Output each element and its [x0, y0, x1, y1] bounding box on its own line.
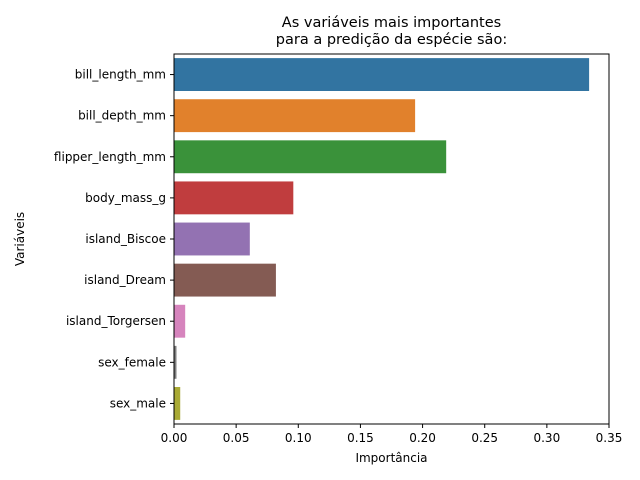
y-tick-label: sex_female	[98, 355, 166, 369]
bar-island-Biscoe	[174, 222, 250, 256]
y-tick-label: island_Torgersen	[66, 314, 166, 328]
x-tick-label: 0.00	[161, 431, 188, 445]
chart-title-line: As variáveis mais importantes	[282, 15, 501, 31]
y-tick-label: body_mass_g	[85, 191, 166, 205]
bars	[174, 58, 590, 420]
y-tick-label: bill_depth_mm	[78, 109, 166, 123]
x-tick-label: 0.20	[409, 431, 436, 445]
bar-bill-depth-mm	[174, 99, 416, 133]
y-tick-label: island_Dream	[84, 273, 166, 287]
bar-sex-male	[174, 387, 181, 420]
y-axis-ticks: bill_length_mm bill_depth_mm flipper_lengt…	[54, 68, 174, 410]
x-axis-ticks: 0.00 0.05 0.10 0.15 0.20 0.25 0.30 0.35	[161, 424, 623, 445]
x-tick-label: 0.35	[596, 431, 623, 445]
x-tick-label: 0.10	[285, 431, 312, 445]
bar-island-Torgersen	[174, 304, 186, 338]
x-tick-label: 0.25	[471, 431, 498, 445]
bar-bill-length-mm	[174, 58, 590, 91]
bar-sex-female	[174, 345, 177, 379]
chart-title-line: para a predição da espécie são:	[276, 32, 507, 48]
y-tick-label: flipper_length_mm	[54, 150, 166, 164]
bar-body-mass-g	[174, 181, 294, 215]
y-tick-label: island_Biscoe	[85, 232, 166, 246]
plot-frame	[173, 53, 610, 425]
y-tick-label: sex_male	[110, 396, 166, 410]
y-tick-label: bill_length_mm	[75, 68, 166, 82]
y-axis-label: Variáveis	[13, 212, 27, 266]
x-axis-label: Importância	[355, 451, 427, 465]
x-tick-label: 0.05	[223, 431, 250, 445]
x-tick-label: 0.15	[347, 431, 374, 445]
x-tick-label: 0.30	[533, 431, 560, 445]
bar-flipper-length-mm	[174, 140, 447, 174]
bar-island-Dream	[174, 263, 276, 297]
